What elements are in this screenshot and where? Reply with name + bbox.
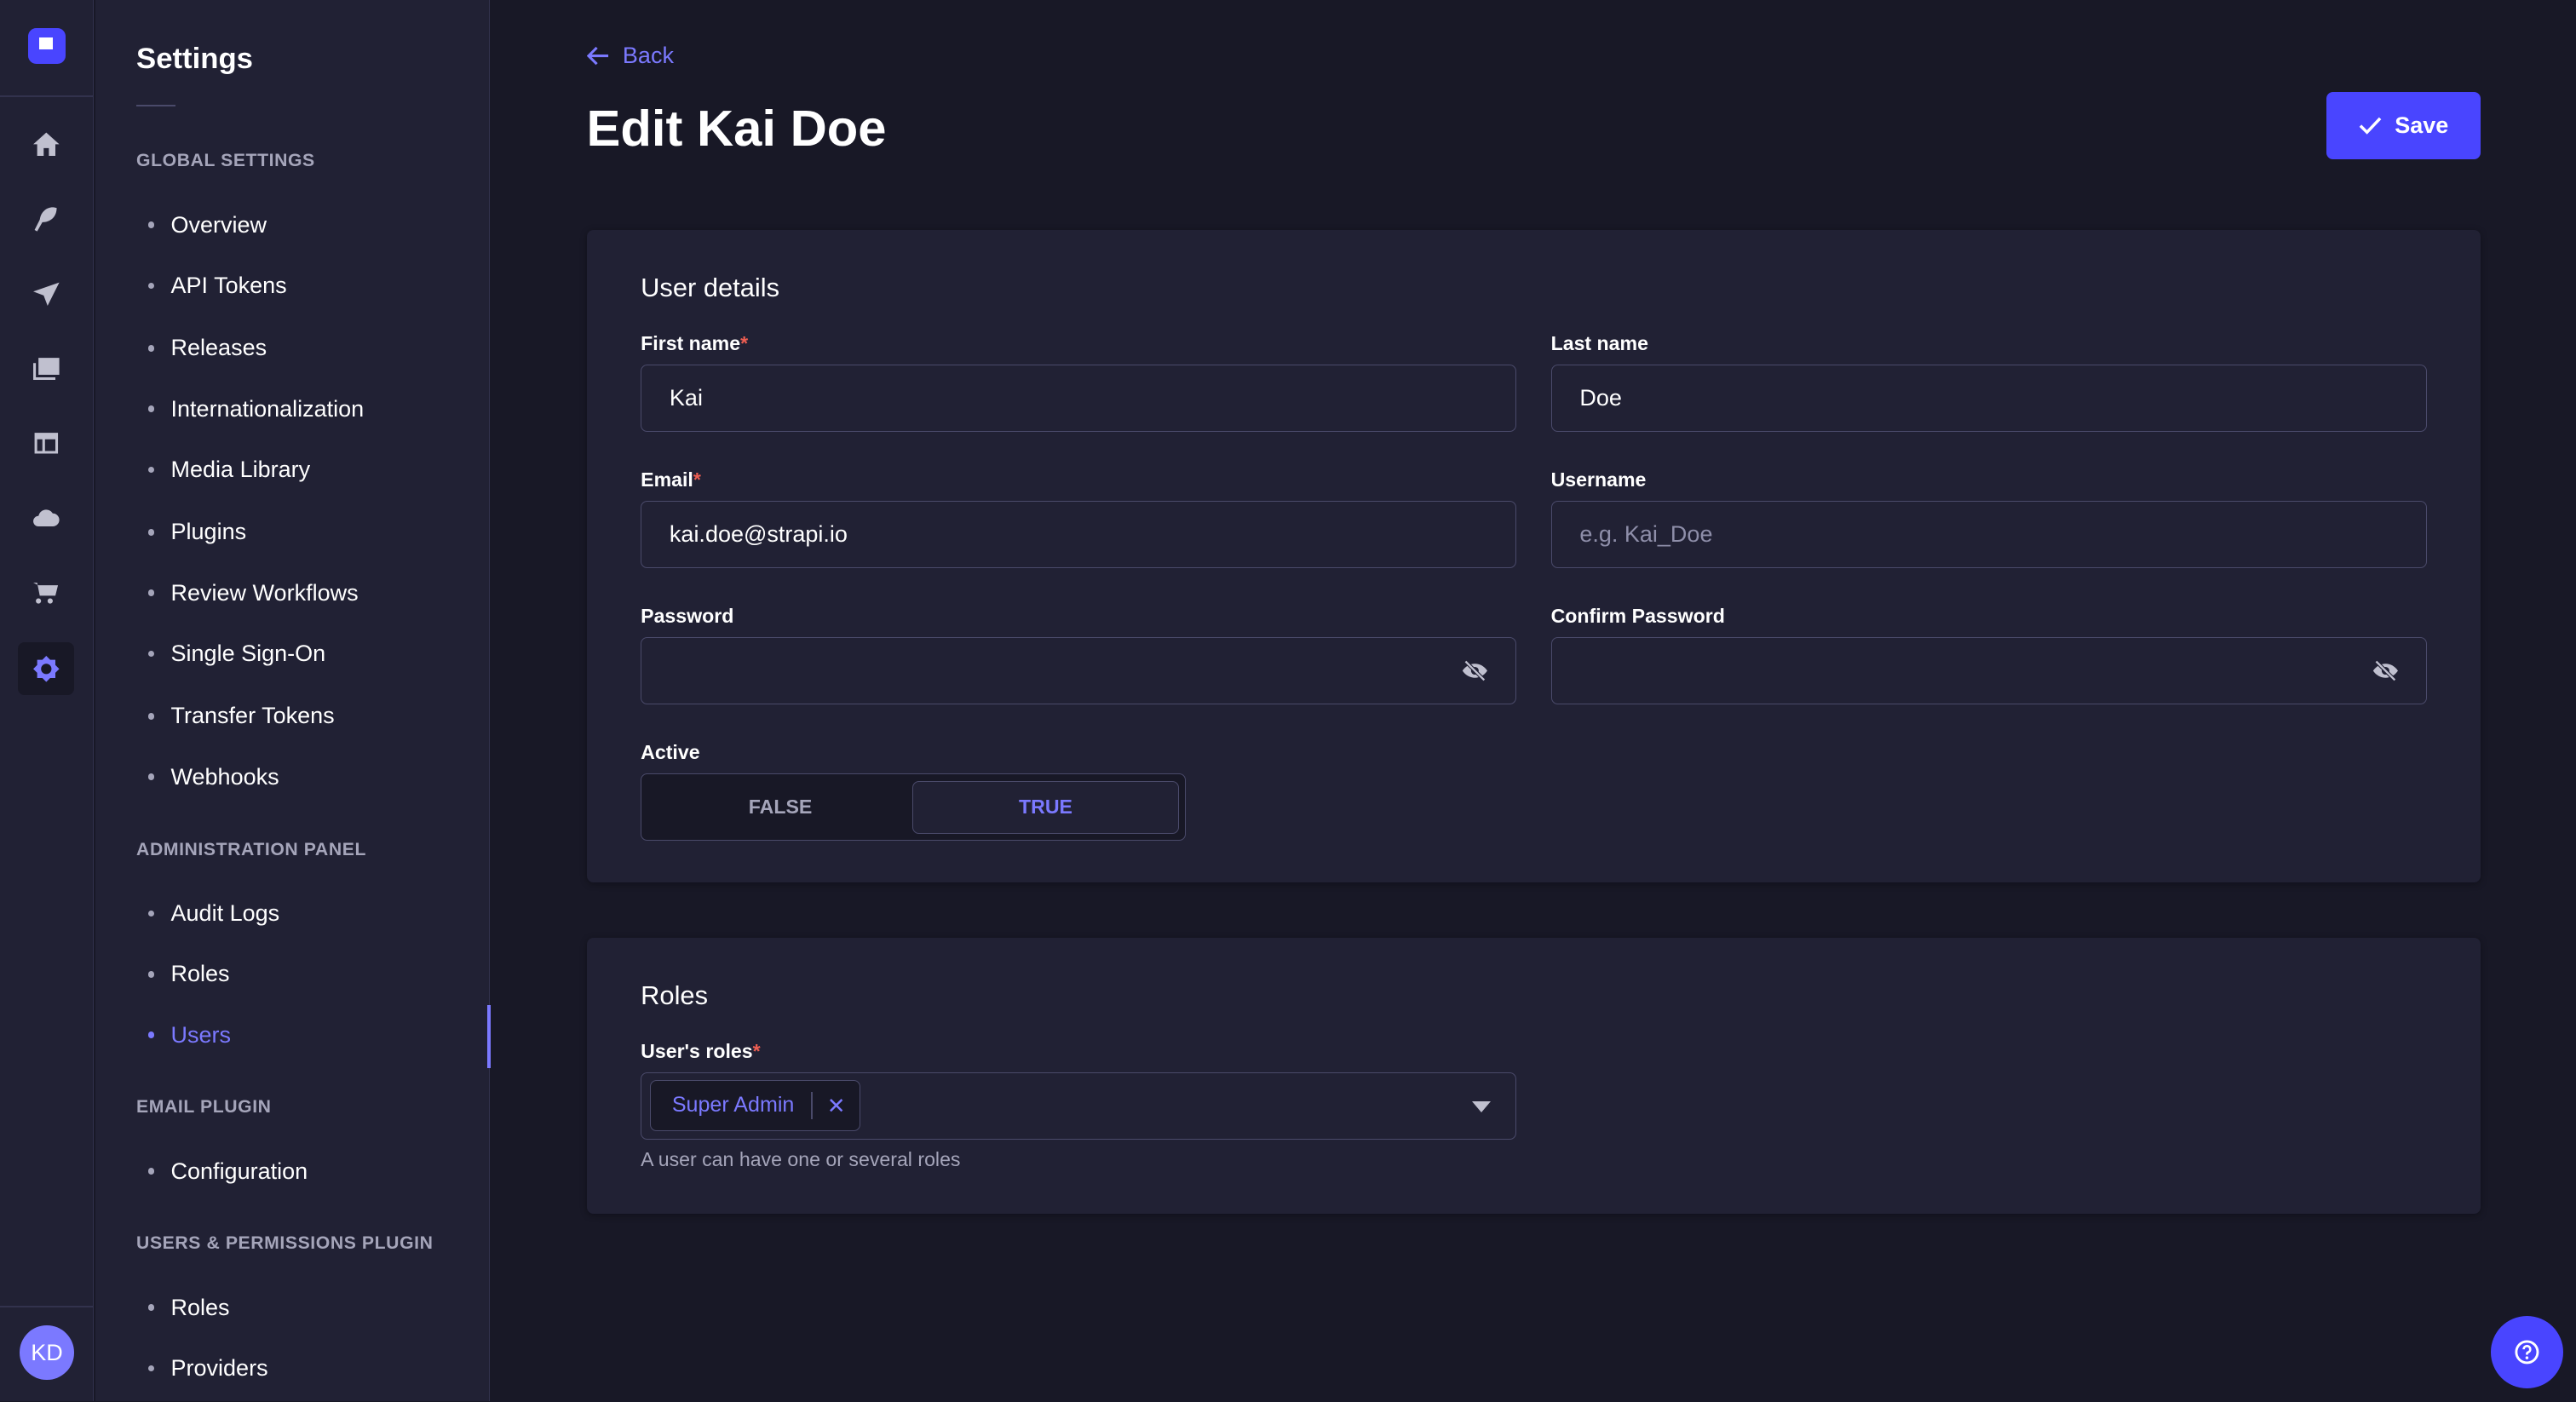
roles-label: User's roles* [641,1039,761,1062]
active-toggle[interactable]: FALSE TRUE [641,773,1187,842]
cart-icon[interactable] [18,566,74,619]
sidebar-item-plugins[interactable]: Plugins [148,519,247,545]
divider [0,95,94,97]
section-global-settings: GLOBAL SETTINGS [136,151,315,171]
sidebar-title: Settings [136,43,253,76]
eye-off-icon[interactable] [2372,659,2400,682]
settings-sidebar: Settings GLOBAL SETTINGS Overview API To… [95,0,491,1402]
sidebar-item-sso[interactable]: Single Sign-On [148,641,326,667]
sidebar-item-up-roles[interactable]: Roles [148,1295,230,1321]
avatar[interactable]: KD [20,1325,74,1381]
sidebar-item-transfer-tokens[interactable]: Transfer Tokens [148,703,335,729]
email-label: Email* [641,468,701,491]
layout-icon[interactable] [18,417,74,470]
sidebar-item-providers[interactable]: Providers [148,1355,268,1382]
role-tag-label: Super Admin [671,1093,795,1118]
sidebar-item-internationalization[interactable]: Internationalization [148,396,365,422]
cloud-icon[interactable] [18,491,74,544]
sidebar-item-releases[interactable]: Releases [148,335,267,361]
save-label: Save [2395,112,2449,139]
last-name-label: Last name [1550,331,1648,354]
chevron-down-icon[interactable] [1472,1101,1492,1112]
eye-off-icon[interactable] [1461,659,1489,682]
first-name-label: First name* [641,331,749,354]
sidebar-item-users[interactable]: Users [148,1022,232,1049]
roles-hint: A user can have one or several roles [641,1148,961,1171]
email-input[interactable]: kai.doe@strapi.io [641,501,1517,569]
main-nav-rail: KD [0,0,94,1402]
back-link[interactable]: Back [586,43,674,69]
username-input[interactable]: e.g. Kai_Doe [1550,501,2427,569]
section-users-permissions-plugin: USERS & PERMISSIONS PLUGIN [136,1233,434,1254]
section-administration-panel: ADMINISTRATION PANEL [136,839,366,859]
paper-plane-icon[interactable] [18,267,74,320]
strapi-logo[interactable] [27,27,66,65]
section-email-plugin: EMAIL PLUGIN [136,1097,272,1118]
confirm-password-input[interactable] [1550,637,2427,705]
images-icon[interactable] [18,342,74,394]
sidebar-item-webhooks[interactable]: Webhooks [148,764,279,790]
first-name-input[interactable]: Kai [641,365,1517,433]
page-title: Edit Kai Doe [586,99,887,157]
sidebar-item-review-workflows[interactable]: Review Workflows [148,580,359,606]
toggle-false[interactable]: FALSE [748,796,813,819]
check-icon [2359,117,2382,135]
sidebar-item-media-library[interactable]: Media Library [148,457,311,483]
feather-icon[interactable] [18,192,74,245]
sidebar-item-api-tokens[interactable]: API Tokens [148,273,287,299]
divider [136,105,176,107]
sidebar-item-roles[interactable]: Roles [148,961,230,987]
question-icon [2515,1340,2539,1365]
sidebar-item-configuration[interactable]: Configuration [148,1158,308,1185]
home-icon[interactable] [18,118,74,171]
arrow-left-icon [586,46,608,66]
roles-card: Roles User's roles* Super Admin A user c… [586,938,2481,1215]
roles-select[interactable]: Super Admin [641,1072,1517,1141]
back-label: Back [622,43,674,69]
close-icon[interactable] [829,1098,843,1112]
card-title: User details [641,273,779,303]
toggle-true[interactable]: TRUE [912,781,1179,834]
role-tag: Super Admin [649,1080,861,1131]
last-name-input[interactable]: Doe [1550,365,2427,433]
password-input[interactable] [641,637,1517,705]
sidebar-item-overview[interactable]: Overview [148,212,267,238]
username-label: Username [1550,468,1647,491]
gear-icon[interactable] [18,642,74,695]
confirm-password-label: Confirm Password [1550,604,1725,627]
active-indicator [486,1005,491,1068]
help-button[interactable] [2490,1315,2563,1388]
user-details-card: User details First name* Kai Last name D… [586,230,2481,882]
card-title: Roles [641,980,708,1011]
password-label: Password [641,604,734,627]
save-button[interactable]: Save [2326,92,2481,160]
sidebar-item-audit-logs[interactable]: Audit Logs [148,900,280,927]
divider [0,1306,94,1308]
active-label: Active [641,740,700,763]
